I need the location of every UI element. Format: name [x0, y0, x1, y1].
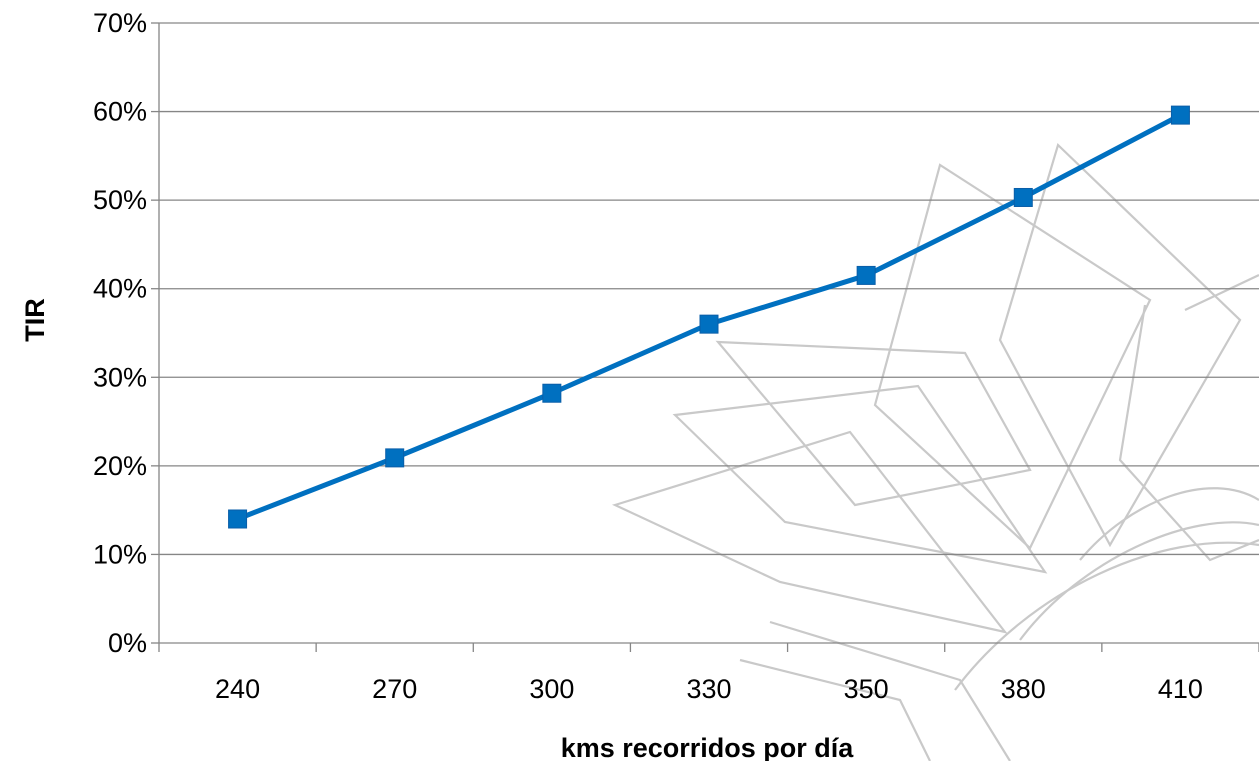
- data-point-marker: [542, 383, 562, 403]
- axes: [151, 22, 1259, 652]
- x-tick-label: 380: [1001, 674, 1046, 704]
- y-tick-label: 50%: [93, 185, 147, 215]
- x-tick-label: 300: [529, 674, 574, 704]
- watermark-logo: [611, 142, 1259, 761]
- data-point-marker: [228, 509, 248, 529]
- y-tick-label: 20%: [93, 451, 147, 481]
- y-tick-label: 10%: [93, 539, 147, 569]
- x-tick-label: 330: [686, 674, 731, 704]
- data-point-marker: [1013, 187, 1033, 207]
- x-tick-label: 350: [844, 674, 889, 704]
- x-tick-labels: 240 270 300 330 350 380 410: [215, 674, 1203, 704]
- y-tick-label: 0%: [108, 628, 147, 658]
- gridlines: [159, 22, 1259, 556]
- x-axis-title: kms recorridos por día: [561, 733, 855, 761]
- y-tick-label: 70%: [93, 8, 147, 38]
- data-point-marker: [385, 448, 405, 468]
- x-tick-label: 410: [1158, 674, 1203, 704]
- series-tir: [228, 105, 1190, 529]
- y-axis-title: TIR: [20, 298, 50, 342]
- x-tick-label: 240: [215, 674, 260, 704]
- data-point-marker: [1170, 105, 1190, 125]
- data-point-marker: [699, 314, 719, 334]
- data-point-marker: [856, 265, 876, 285]
- y-tick-label: 30%: [93, 362, 147, 392]
- y-tick-label: 60%: [93, 97, 147, 127]
- x-tick-label: 270: [372, 674, 417, 704]
- y-tick-labels: 0% 10% 20% 30% 40% 50% 60% 70%: [93, 8, 147, 658]
- y-tick-label: 40%: [93, 274, 147, 304]
